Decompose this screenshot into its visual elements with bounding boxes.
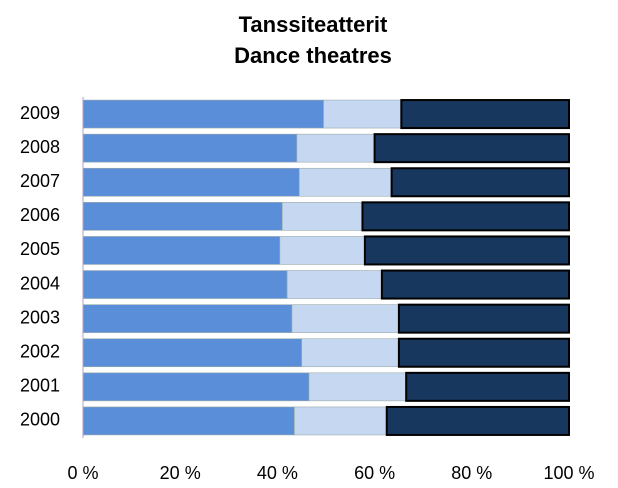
- bar-segment: [400, 99, 570, 130]
- bar-segment: [397, 303, 570, 334]
- bar-segment: [82, 338, 302, 368]
- y-tick-label: 2007: [20, 171, 60, 191]
- bar-segment: [390, 167, 570, 198]
- bar-segment: [397, 337, 570, 368]
- bar-segment: [82, 372, 310, 402]
- bar-segment: [82, 236, 281, 265]
- bar-segment: [291, 304, 400, 333]
- y-tick-label: 2003: [20, 307, 60, 327]
- bar-segment: [380, 269, 571, 300]
- bar-segment: [279, 236, 366, 265]
- x-tick-label: 80 %: [451, 463, 492, 483]
- bar-segment: [323, 99, 402, 129]
- y-tick-label: 2004: [20, 273, 60, 293]
- bar-segment: [286, 270, 383, 299]
- bar-segment: [82, 167, 300, 197]
- bar-segment: [294, 406, 388, 436]
- bar-segment: [82, 406, 295, 436]
- bar-segment: [82, 99, 324, 129]
- y-tick-label: 2006: [20, 205, 60, 225]
- y-tick-label: 2009: [20, 103, 60, 123]
- x-tick-label: 40 %: [257, 463, 298, 483]
- y-tick-label: 2002: [20, 342, 60, 362]
- bar-segment: [308, 372, 407, 402]
- bar-segment: [361, 201, 571, 232]
- chart-subtitle: Dance theatres: [234, 43, 392, 68]
- x-tick-label: 0 %: [67, 463, 98, 483]
- bar-segment: [82, 304, 293, 333]
- bar-segment: [82, 202, 283, 231]
- x-tick-label: 100 %: [543, 463, 594, 483]
- bar-segment: [385, 405, 570, 436]
- bar-segment: [301, 338, 400, 368]
- bar-segment: [363, 235, 570, 266]
- y-tick-label: 2005: [20, 239, 60, 259]
- y-tick-label: 2000: [20, 410, 60, 430]
- x-tick-label: 20 %: [160, 463, 201, 483]
- bar-segment: [281, 202, 363, 231]
- bar-segment: [296, 133, 375, 163]
- y-tick-label: 2001: [20, 376, 60, 396]
- bar-segment: [298, 167, 392, 197]
- bar-segment: [373, 133, 570, 164]
- y-tick-label: 2008: [20, 137, 60, 157]
- bar-segment: [82, 133, 298, 163]
- bar-segment: [405, 371, 570, 402]
- x-tick-label: 60 %: [354, 463, 395, 483]
- chart-title: Tanssiteatterit: [239, 12, 388, 37]
- bar-segment: [82, 270, 288, 299]
